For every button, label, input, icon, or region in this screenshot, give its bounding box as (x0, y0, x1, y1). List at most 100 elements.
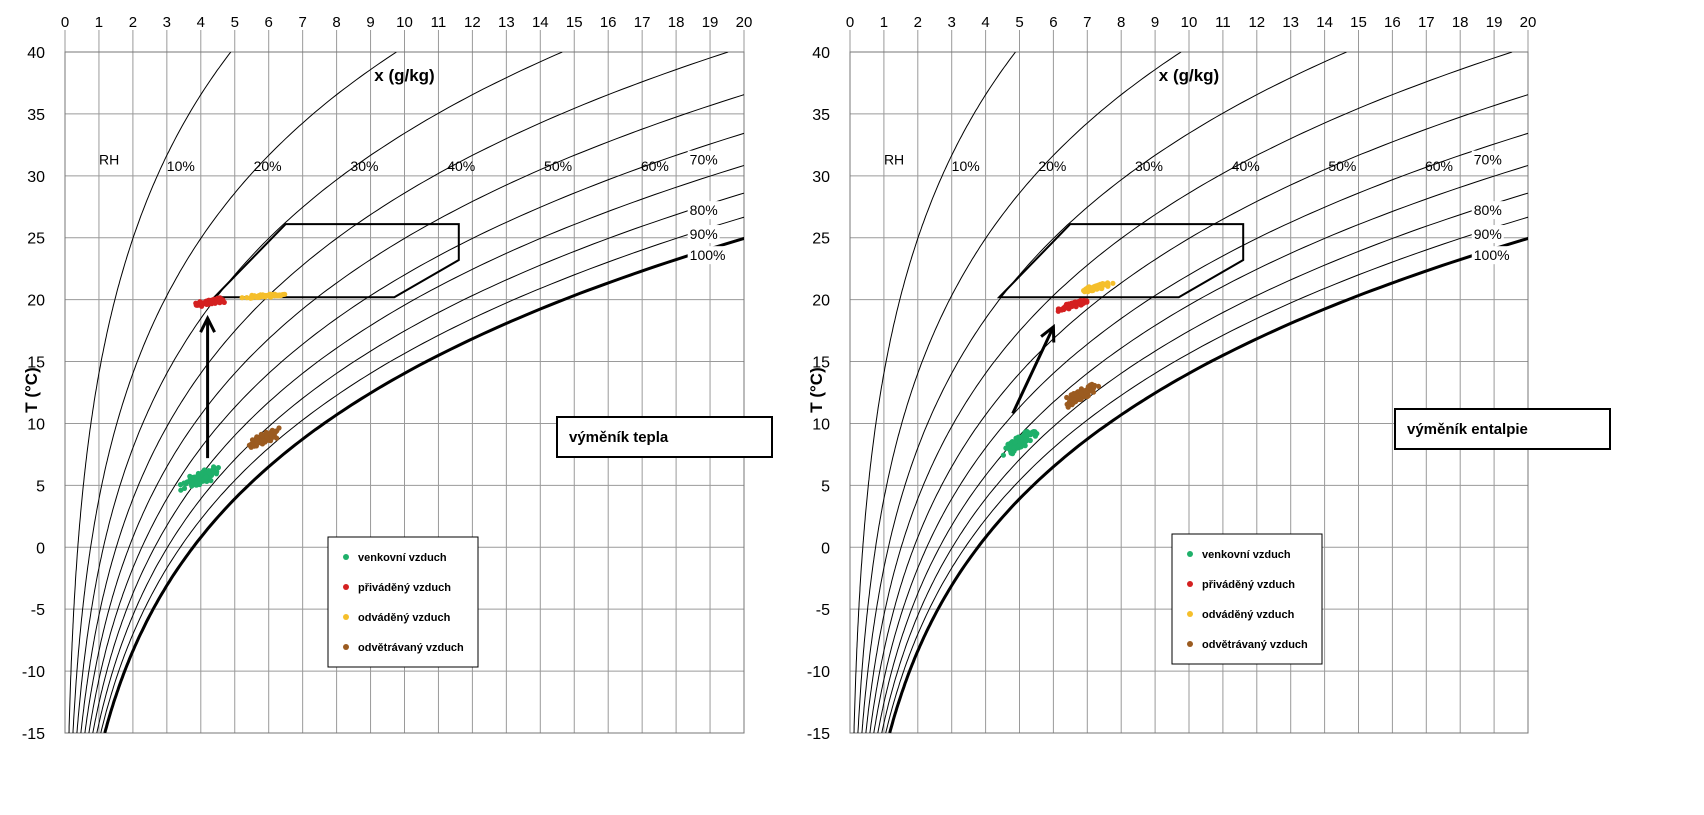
x-tick-label: 12 (464, 14, 481, 31)
y-tick-label: -10 (807, 664, 830, 681)
x-tick-label: 9 (366, 14, 374, 31)
data-point (1090, 286, 1096, 293)
rh-curve-100 (103, 236, 744, 733)
data-point (211, 469, 217, 475)
data-point (211, 464, 217, 470)
legend-marker (1187, 611, 1193, 617)
x-tick-label: 20 (736, 14, 753, 31)
x-tick-label: 1 (95, 14, 103, 31)
x-tick-label: 13 (498, 14, 515, 31)
data-point (1062, 305, 1068, 311)
data-point (1079, 299, 1085, 306)
rh-label-40: 40% (1232, 158, 1260, 174)
rh-curve-10 (853, 52, 1016, 733)
data-point (1064, 394, 1070, 401)
rh-prefix-label: RH (99, 152, 119, 168)
x-tick-label: 13 (1282, 14, 1299, 31)
legend-label: venkovní vzduch (1202, 549, 1291, 561)
data-point (249, 295, 255, 301)
data-point (244, 295, 250, 301)
rh-curve-20 (72, 52, 397, 733)
data-point (212, 300, 218, 306)
transition-arrow-head (199, 314, 216, 333)
y-tick-label: 15 (812, 355, 830, 372)
rh-label-80: 80% (1474, 202, 1502, 218)
x-axis-title: x (g/kg) (1159, 66, 1219, 85)
rh-label-background (687, 201, 720, 220)
legend-label: přiváděný vzduch (358, 582, 451, 594)
data-point (264, 431, 270, 437)
rh-label-90: 90% (690, 226, 718, 242)
data-point (1100, 281, 1107, 287)
data-point (1078, 390, 1084, 396)
data-point (1055, 308, 1061, 314)
data-point (1032, 433, 1038, 439)
rh-label-10: 10% (952, 158, 980, 174)
rh-label-background (687, 246, 728, 265)
data-point (217, 295, 223, 301)
x-tick-label: 10 (396, 14, 413, 31)
x-tick-label: 15 (1350, 14, 1367, 31)
data-point (1090, 389, 1097, 395)
rh-label-60: 60% (641, 158, 669, 174)
rh-label-30: 30% (1135, 158, 1163, 174)
rh-curve-40 (865, 52, 1513, 733)
series-1 (177, 464, 221, 493)
y-tick-label: -10 (22, 664, 45, 681)
rh-curves (853, 52, 1528, 733)
data-point (254, 438, 260, 444)
rh-curve-50 (869, 94, 1528, 733)
plot-frame (64, 51, 745, 734)
data-point (1074, 393, 1080, 399)
rh-label-10: 10% (167, 158, 195, 174)
data-point (208, 478, 214, 484)
data-point (253, 294, 259, 300)
data-point (276, 425, 282, 431)
data-point (1071, 300, 1077, 306)
rh-label-70: 70% (690, 152, 718, 168)
x-tick-label: 4 (981, 14, 989, 31)
series-3 (1081, 280, 1116, 295)
legend-marker (343, 554, 349, 560)
data-point (186, 479, 192, 485)
data-point (203, 474, 209, 480)
legend-label: venkovní vzduch (358, 552, 447, 564)
rh-label-60: 60% (1425, 158, 1453, 174)
legend: venkovní vzduch přiváděný vzduch odváděný … (327, 536, 479, 668)
rh-curve-60 (873, 132, 1528, 733)
x-tick-label: 8 (1117, 14, 1125, 31)
x-tick-label: 9 (1151, 14, 1159, 31)
series-3 (239, 291, 288, 301)
rh-curve-20 (857, 52, 1182, 733)
data-point (266, 293, 272, 299)
rh-label-20: 20% (254, 158, 282, 174)
rh-curve-90 (885, 216, 1528, 733)
data-point (1022, 443, 1028, 449)
rh-label-50: 50% (1328, 158, 1356, 174)
x-tick-label: 18 (668, 14, 685, 31)
x-tick-label: 19 (1486, 14, 1503, 31)
x-tick-label: 3 (948, 14, 956, 31)
y-tick-label: -15 (22, 726, 45, 743)
data-point (1065, 404, 1071, 410)
y-tick-label: 10 (812, 416, 830, 433)
chart-2: 0 1 2 3 4 5 6 7 8 9 10 11 12 13 14 15 16 17 18 19 2040353025… (807, 14, 1611, 743)
rh-label-100: 100% (690, 247, 726, 263)
series-4 (1064, 381, 1102, 410)
data-points (1000, 280, 1116, 458)
data-point (1011, 445, 1017, 451)
rh-curve-80 (96, 192, 744, 733)
rh-label-100: 100% (1474, 247, 1510, 263)
x-tick-label: 6 (1049, 14, 1057, 31)
y-tick-label: 20 (812, 293, 830, 310)
x-tick-label: 10 (1181, 14, 1198, 31)
legend-label: odvětrávaný vzduch (358, 642, 464, 654)
legend-marker (1187, 581, 1193, 587)
series-2 (1055, 297, 1090, 314)
x-axis-title: x (g/kg) (374, 66, 434, 85)
y-tick-label: 40 (27, 45, 45, 62)
rh-curve-60 (88, 132, 744, 733)
rh-curve-30 (861, 52, 1347, 733)
